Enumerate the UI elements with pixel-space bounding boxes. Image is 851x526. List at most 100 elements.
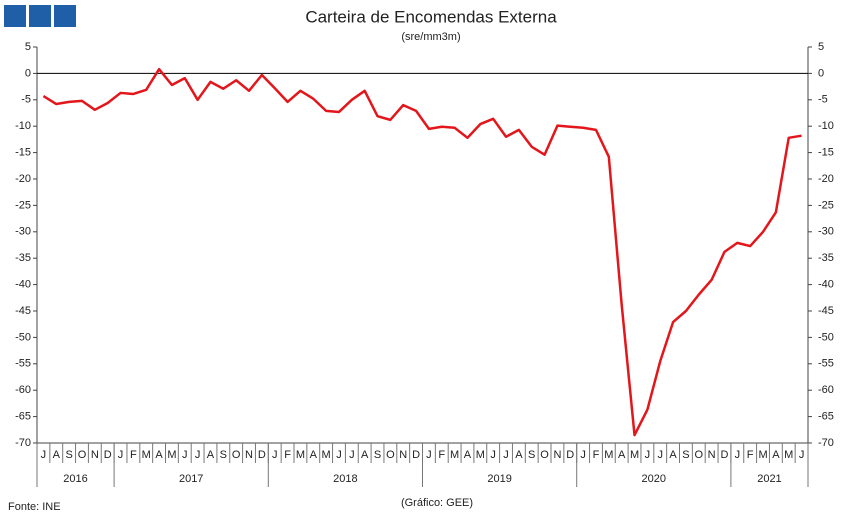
year-label: 2016	[63, 473, 87, 485]
x-tick-label: J	[645, 449, 651, 461]
x-tick-label: F	[130, 449, 137, 461]
chart-subtitle: (sre/mm3m)	[401, 31, 460, 43]
x-tick-label: N	[245, 449, 253, 461]
logo-square	[4, 5, 26, 27]
x-tick-label: S	[682, 449, 689, 461]
x-tick-label: A	[53, 449, 61, 461]
x-tick-label: M	[758, 449, 767, 461]
x-tick-label: J	[735, 449, 741, 461]
x-tick-label: A	[464, 449, 472, 461]
year-label: 2018	[333, 473, 357, 485]
x-tick-label: M	[142, 449, 151, 461]
x-tick-label: O	[78, 449, 87, 461]
y2-tick-label: -10	[818, 120, 834, 132]
y2-tick-label: -60	[818, 384, 834, 396]
x-tick-label: S	[374, 449, 381, 461]
y2-tick-label: -50	[818, 331, 834, 343]
source: Fonte: INE	[8, 501, 61, 513]
y2-tick-label: -5	[818, 94, 828, 106]
year-label: 2019	[487, 473, 511, 485]
x-tick-label: M	[322, 449, 331, 461]
x-tick-label: F	[438, 449, 445, 461]
x-tick-label: D	[566, 449, 574, 461]
y2-tick-label: -65	[818, 411, 834, 423]
x-tick-label: D	[412, 449, 420, 461]
x-tick-label: J	[580, 449, 586, 461]
x-tick-label: S	[65, 449, 72, 461]
y2-tick-label: -45	[818, 305, 834, 317]
x-tick-label: J	[349, 449, 355, 461]
x-tick-label: F	[284, 449, 291, 461]
x-tick-label: A	[515, 449, 523, 461]
x-tick-label: J	[426, 449, 432, 461]
x-tick-label: J	[490, 449, 496, 461]
y-tick-label: -40	[15, 279, 31, 291]
y-tick-label: -5	[21, 94, 31, 106]
y-tick-label: -35	[15, 252, 31, 264]
y-tick-label: -45	[15, 305, 31, 317]
x-tick-label: M	[784, 449, 793, 461]
x-tick-label: A	[361, 449, 369, 461]
logo-square	[54, 5, 76, 27]
x-tick-label: M	[167, 449, 176, 461]
y2-tick-label: -70	[818, 437, 834, 449]
x-tick-label: J	[503, 449, 509, 461]
y-tick-label: -70	[15, 437, 31, 449]
y-tick-label: -50	[15, 331, 31, 343]
credit: (Gráfico: GEE)	[401, 497, 473, 509]
y-tick-label: -10	[15, 120, 31, 132]
y2-tick-label: -40	[818, 279, 834, 291]
x-tick-label: A	[772, 449, 780, 461]
x-tick-label: A	[155, 449, 163, 461]
x-tick-label: A	[618, 449, 626, 461]
x-tick-label: J	[336, 449, 342, 461]
y-tick-label: -60	[15, 384, 31, 396]
y-tick-label: -65	[15, 411, 31, 423]
x-tick-label: F	[593, 449, 600, 461]
y2-tick-label: -35	[818, 252, 834, 264]
y2-tick-label: -55	[818, 358, 834, 370]
year-label: 2017	[179, 473, 203, 485]
x-tick-label: O	[540, 449, 549, 461]
x-tick-label: J	[195, 449, 201, 461]
year-label: 2020	[642, 473, 666, 485]
x-tick-label: M	[450, 449, 459, 461]
x-tick-label: J	[118, 449, 124, 461]
y2-tick-label: -15	[818, 147, 834, 159]
x-tick-label: A	[310, 449, 318, 461]
x-tick-label: J	[182, 449, 188, 461]
y2-tick-label: -30	[818, 226, 834, 238]
y2-tick-label: -20	[818, 173, 834, 185]
y-tick-label: -55	[15, 358, 31, 370]
y-tick-label: -20	[15, 173, 31, 185]
x-tick-label: O	[232, 449, 241, 461]
y2-tick-label: -25	[818, 199, 834, 211]
x-tick-label: F	[747, 449, 754, 461]
x-tick-label: A	[669, 449, 677, 461]
x-tick-label: N	[91, 449, 99, 461]
x-tick-label: O	[694, 449, 703, 461]
y2-tick-label: 0	[818, 67, 824, 79]
x-tick-label: N	[708, 449, 716, 461]
y-tick-label: -30	[15, 226, 31, 238]
chart-title: Carteira de Encomendas Externa	[305, 7, 557, 26]
data-line	[42, 67, 802, 437]
x-tick-label: S	[220, 449, 227, 461]
x-tick-label: J	[657, 449, 663, 461]
y-tick-label: 5	[25, 41, 31, 53]
x-tick-label: S	[528, 449, 535, 461]
x-tick-label: O	[386, 449, 395, 461]
x-tick-label: J	[41, 449, 47, 461]
x-tick-label: D	[258, 449, 266, 461]
x-tick-label: N	[553, 449, 561, 461]
x-tick-label: J	[799, 449, 805, 461]
x-tick-label: M	[476, 449, 485, 461]
x-tick-label: M	[630, 449, 639, 461]
x-tick-label: M	[604, 449, 613, 461]
x-tick-label: N	[399, 449, 407, 461]
y2-tick-label: 5	[818, 41, 824, 53]
x-tick-label: A	[207, 449, 215, 461]
x-tick-label: J	[272, 449, 278, 461]
